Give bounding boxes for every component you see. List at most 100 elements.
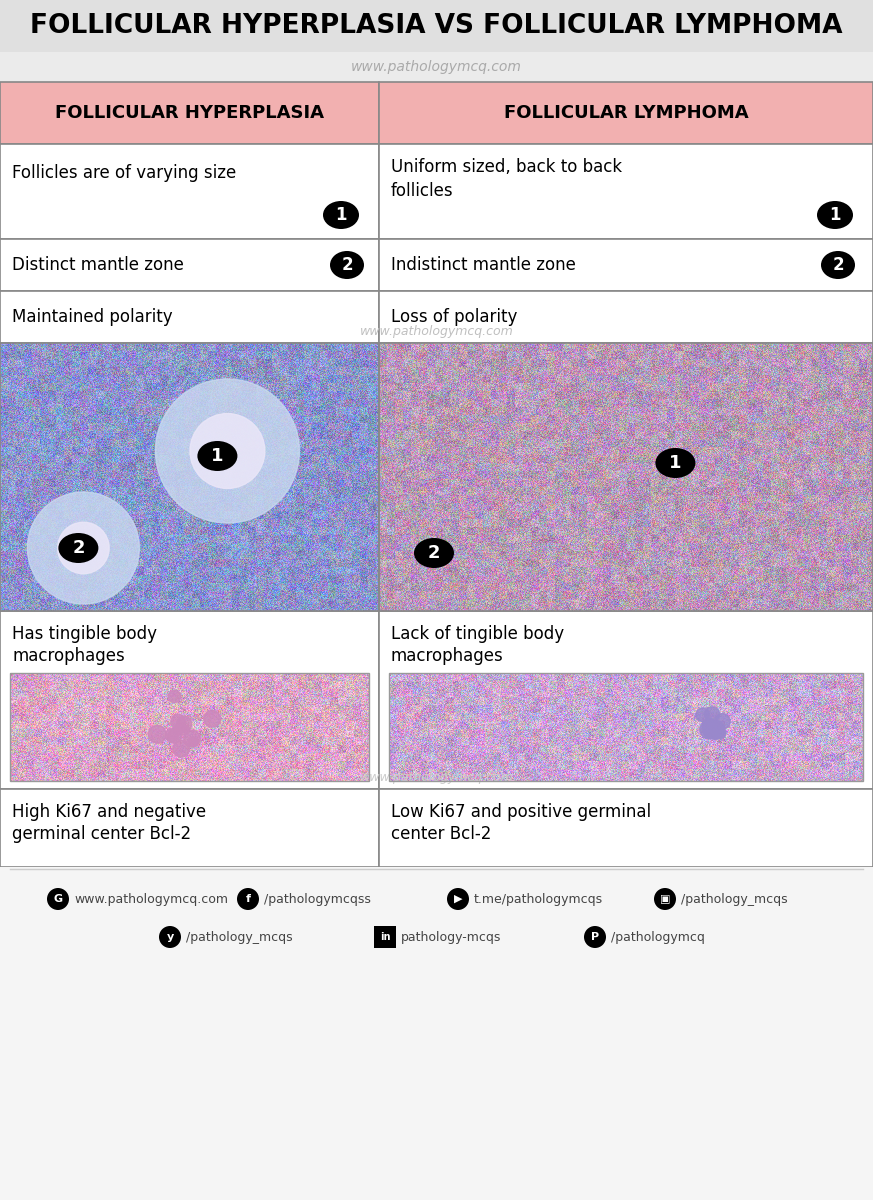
Circle shape <box>237 888 259 910</box>
Circle shape <box>155 379 299 523</box>
Text: FOLLICULAR LYMPHOMA: FOLLICULAR LYMPHOMA <box>504 104 748 122</box>
Text: Maintained polarity: Maintained polarity <box>12 308 173 326</box>
Text: t.me/pathologymcqs: t.me/pathologymcqs <box>474 893 603 906</box>
Text: /pathologymcqss: /pathologymcqss <box>264 893 371 906</box>
Text: Follicles are of varying size: Follicles are of varying size <box>12 164 237 182</box>
Text: 1: 1 <box>335 206 347 224</box>
Text: f: f <box>245 894 251 904</box>
Text: 2: 2 <box>72 539 85 557</box>
Bar <box>0 52 873 82</box>
Text: Has tingible body: Has tingible body <box>12 625 157 643</box>
Circle shape <box>700 720 718 739</box>
Text: 1: 1 <box>211 446 223 464</box>
Ellipse shape <box>817 200 853 229</box>
Circle shape <box>696 708 710 721</box>
Text: macrophages: macrophages <box>391 647 504 665</box>
Text: center Bcl-2: center Bcl-2 <box>391 826 491 842</box>
Bar <box>389 673 863 781</box>
Circle shape <box>706 720 725 739</box>
Circle shape <box>176 716 192 732</box>
Circle shape <box>705 707 719 722</box>
Text: Uniform sized, back to back: Uniform sized, back to back <box>391 158 622 176</box>
Text: High Ki67 and negative: High Ki67 and negative <box>12 803 206 821</box>
Circle shape <box>27 492 140 604</box>
Text: 1: 1 <box>669 454 682 472</box>
Circle shape <box>179 725 189 736</box>
Text: www.pathologymcq.com: www.pathologymcq.com <box>360 325 513 338</box>
Text: Indistinct mantle zone: Indistinct mantle zone <box>391 256 576 274</box>
Circle shape <box>47 888 69 910</box>
Ellipse shape <box>323 200 359 229</box>
Ellipse shape <box>414 538 454 568</box>
Text: P: P <box>591 932 599 942</box>
Ellipse shape <box>821 251 855 278</box>
Text: G: G <box>53 894 63 904</box>
Text: ▣: ▣ <box>660 894 670 904</box>
Text: macrophages: macrophages <box>12 647 125 665</box>
Bar <box>0 866 873 1200</box>
Circle shape <box>654 888 676 910</box>
Bar <box>0 290 379 343</box>
Text: y: y <box>167 932 174 942</box>
Circle shape <box>203 710 221 727</box>
Bar <box>0 239 379 290</box>
Ellipse shape <box>656 448 696 478</box>
Text: pathology-mcqs: pathology-mcqs <box>401 930 501 943</box>
Bar <box>379 144 873 239</box>
Text: Distinct mantle zone: Distinct mantle zone <box>12 256 184 274</box>
Bar <box>379 790 873 866</box>
Text: /pathology_mcqs: /pathology_mcqs <box>186 930 292 943</box>
Text: 2: 2 <box>341 256 353 274</box>
Text: germinal center Bcl-2: germinal center Bcl-2 <box>12 826 191 842</box>
Bar <box>379 239 873 290</box>
Text: Loss of polarity: Loss of polarity <box>391 308 518 326</box>
Text: in: in <box>380 932 390 942</box>
Text: www.pathologymcq.com: www.pathologymcq.com <box>74 893 228 906</box>
Bar <box>0 82 379 144</box>
Bar <box>0 790 379 866</box>
Circle shape <box>168 730 182 743</box>
Text: 1: 1 <box>829 206 841 224</box>
Circle shape <box>584 926 606 948</box>
Text: 2: 2 <box>832 256 844 274</box>
Bar <box>0 343 379 611</box>
Circle shape <box>708 725 718 736</box>
Circle shape <box>706 725 720 739</box>
Ellipse shape <box>197 440 237 470</box>
Bar <box>379 343 873 611</box>
Circle shape <box>189 737 198 746</box>
Bar <box>374 926 396 948</box>
Circle shape <box>173 740 189 757</box>
Circle shape <box>159 926 181 948</box>
Circle shape <box>190 414 265 488</box>
Bar <box>0 611 379 790</box>
Text: /pathologymcq: /pathologymcq <box>611 930 705 943</box>
Bar <box>0 144 379 239</box>
Text: 2: 2 <box>428 544 440 562</box>
Text: Lack of tingible body: Lack of tingible body <box>391 625 564 643</box>
Circle shape <box>703 721 719 738</box>
Ellipse shape <box>58 533 99 563</box>
Bar <box>0 0 873 52</box>
Circle shape <box>171 714 185 728</box>
Circle shape <box>703 719 715 731</box>
Text: ▶: ▶ <box>454 894 462 904</box>
Circle shape <box>174 724 184 733</box>
Text: Low Ki67 and positive germinal: Low Ki67 and positive germinal <box>391 803 651 821</box>
Circle shape <box>715 727 725 739</box>
Circle shape <box>148 725 166 743</box>
Text: www.pathologymcq.com: www.pathologymcq.com <box>360 770 513 784</box>
Text: FOLLICULAR HYPERPLASIA: FOLLICULAR HYPERPLASIA <box>55 104 324 122</box>
Ellipse shape <box>330 251 364 278</box>
Text: FOLLICULAR HYPERPLASIA VS FOLLICULAR LYMPHOMA: FOLLICULAR HYPERPLASIA VS FOLLICULAR LYM… <box>31 13 842 38</box>
Bar <box>379 290 873 343</box>
Circle shape <box>183 730 200 746</box>
Bar <box>379 82 873 144</box>
Circle shape <box>165 728 178 742</box>
Text: /pathology_mcqs: /pathology_mcqs <box>681 893 787 906</box>
Bar <box>379 611 873 790</box>
Circle shape <box>715 714 730 730</box>
Circle shape <box>447 888 469 910</box>
Bar <box>10 673 369 781</box>
Circle shape <box>58 522 109 574</box>
